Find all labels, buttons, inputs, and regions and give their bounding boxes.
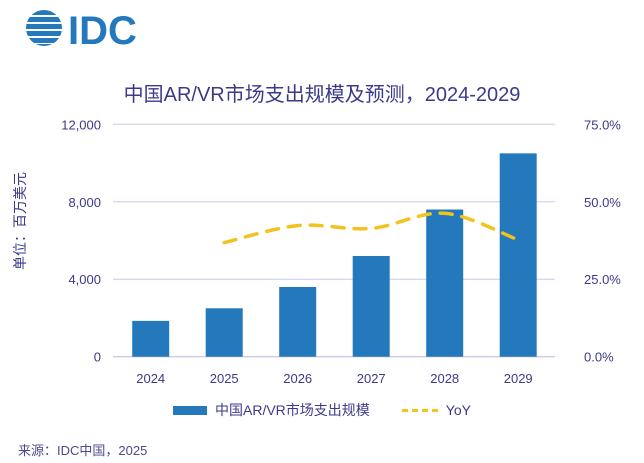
y-left-tick-label: 4,000 — [68, 272, 101, 287]
bar-2028 — [426, 209, 464, 357]
bar-2026 — [279, 286, 317, 357]
source-note: 来源：IDC中国，2025 — [18, 443, 148, 458]
svg-text:IDC: IDC — [68, 9, 137, 48]
bar-2027 — [352, 255, 390, 357]
x-tick-label: 2027 — [357, 371, 386, 386]
x-tick-label: 2029 — [504, 371, 533, 386]
y-right-tick-label: 50.0% — [584, 195, 621, 210]
legend-bar-swatch — [173, 405, 207, 415]
bar-2029 — [499, 153, 537, 357]
x-tick-label: 2026 — [283, 371, 312, 386]
x-tick-label: 2024 — [136, 371, 165, 386]
idc-logo: IDC — [26, 9, 137, 48]
y-right-tick-label: 75.0% — [584, 117, 621, 132]
chart-plot: 0 4,000 8,000 12,000 0.0% 25.0% 50.0% 75.0% 2024… — [61, 117, 621, 386]
y-left-tick-label: 0 — [94, 350, 101, 365]
chart-title: 中国AR/VR市场支出规模及预测，2024-2029 — [123, 84, 521, 106]
y-right-tick-label: 0.0% — [584, 350, 614, 365]
legend-line-label: YoY — [445, 402, 471, 418]
y-right-tick-label: 25.0% — [584, 272, 621, 287]
yoy-line — [222, 211, 520, 245]
bar-2024 — [132, 320, 170, 357]
y-left-tick-label: 8,000 — [68, 195, 101, 210]
x-tick-label: 2025 — [210, 371, 239, 386]
y-left-tick-label: 12,000 — [61, 117, 101, 132]
x-tick-label: 2028 — [430, 371, 459, 386]
bar-2025 — [205, 308, 243, 357]
legend-bar-label: 中国AR/VR市场支出规模 — [215, 402, 370, 418]
legend-line-swatch — [401, 408, 438, 412]
legend: 中国AR/VR市场支出规模 YoY — [0, 400, 644, 420]
